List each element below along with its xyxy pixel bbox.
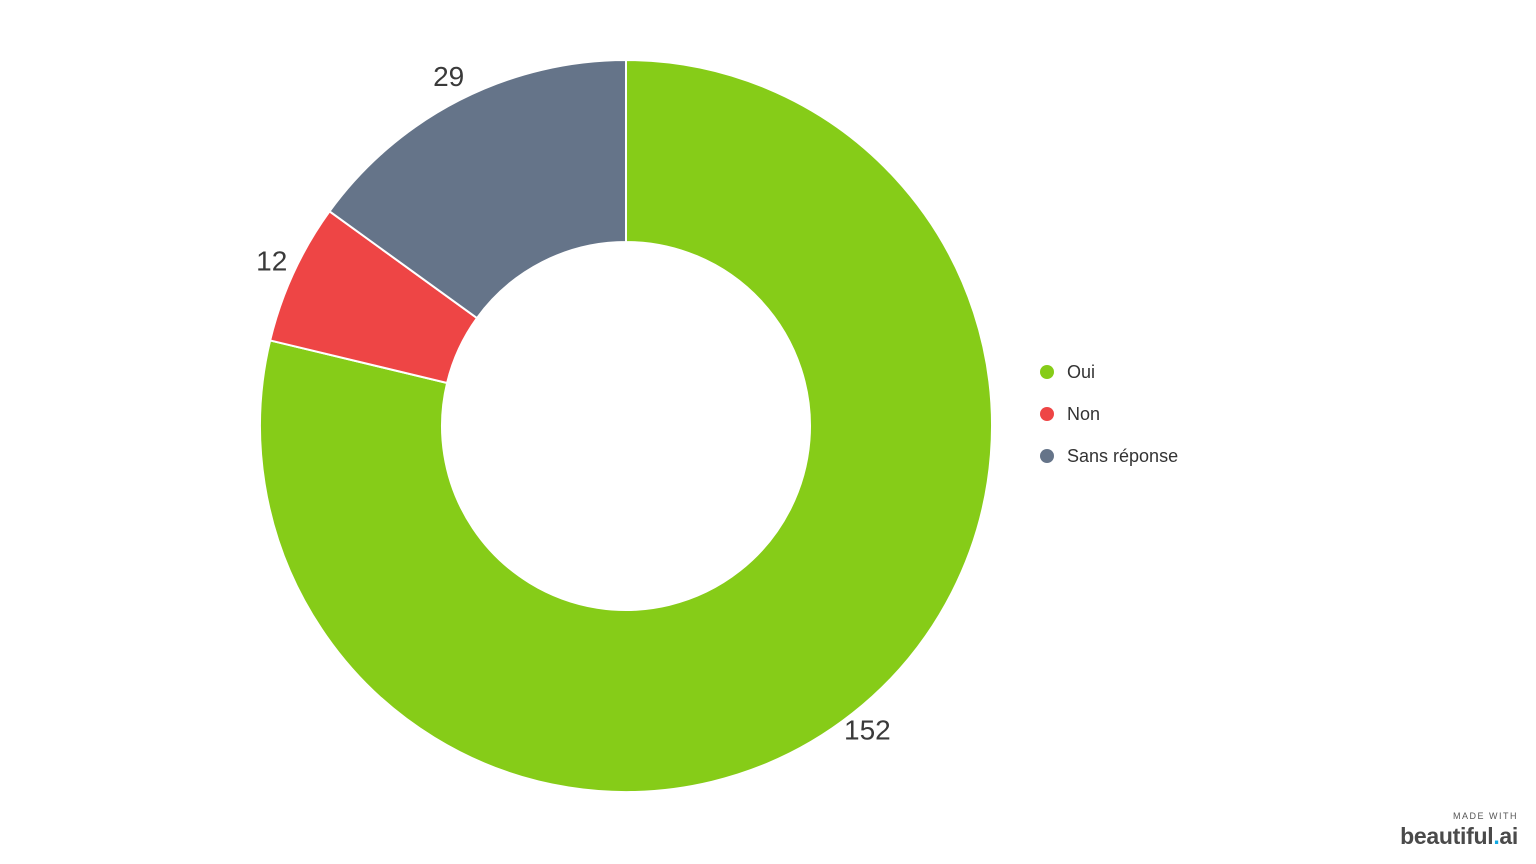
made-with-text: MADE WITH [1453, 811, 1518, 821]
legend-label: Oui [1067, 361, 1096, 382]
legend-item-non: Non [1040, 402, 1178, 426]
donut-slice-oui [259, 58, 993, 793]
donut-slice-sans-r-ponse [328, 58, 627, 320]
made-with-watermark[interactable]: MADE WITH beautiful.ai [1400, 811, 1518, 850]
donut-value-labels: 152 12 29 [256, 61, 891, 746]
legend-dot-icon [1040, 365, 1054, 379]
data-label-non: 12 [256, 245, 287, 276]
legend-item-sans-reponse: Sans réponse [1040, 444, 1178, 468]
brand-logo: beautiful.ai [1400, 823, 1518, 850]
brand-dot: . [1493, 823, 1500, 849]
chart-legend: Oui Non Sans réponse [1040, 360, 1178, 486]
data-label-sans-r-ponse: 29 [433, 61, 464, 92]
legend-label: Non [1067, 403, 1101, 424]
legend-dot-icon [1040, 449, 1054, 463]
brand-tld: ai [1499, 823, 1518, 849]
donut-slices [259, 58, 993, 793]
legend-dot-icon [1040, 407, 1054, 421]
brand-name: beautiful [1400, 823, 1494, 849]
legend-item-oui: Oui [1040, 360, 1178, 384]
data-label-oui: 152 [844, 715, 891, 746]
legend-label: Sans réponse [1067, 445, 1179, 466]
